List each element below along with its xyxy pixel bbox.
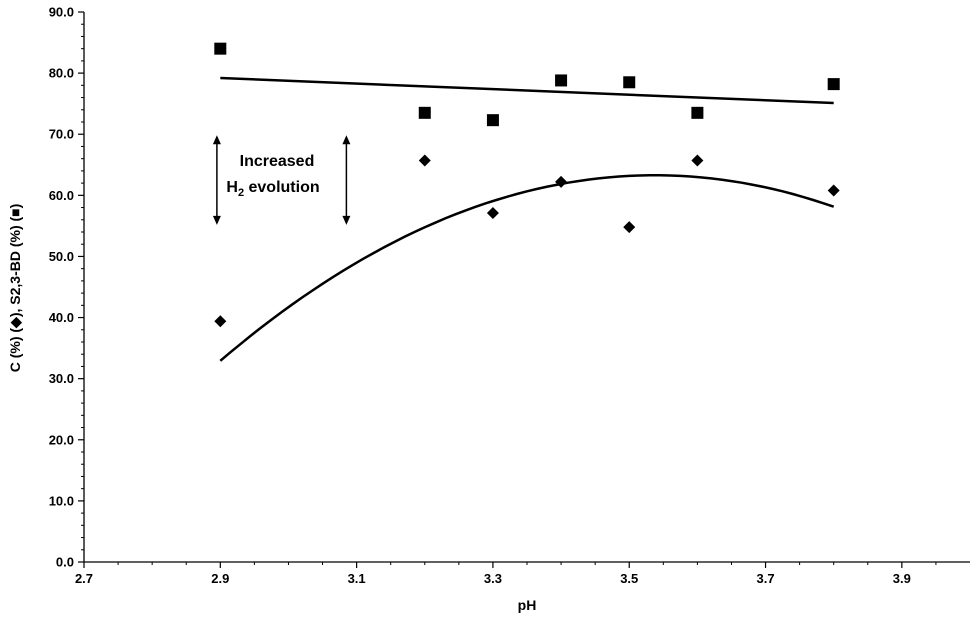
diamond-marker [214,315,227,328]
square-marker [418,106,431,119]
diamond-marker [486,207,499,220]
y-tick-label: 0.0 [56,555,74,570]
square-marker [827,78,840,91]
diamond-marker [827,184,840,197]
square-marker [486,114,499,127]
x-tick-label: 3.7 [756,571,774,586]
square-marker [214,42,227,55]
diamond-marker [418,154,431,167]
square-marker [691,106,704,119]
y-tick-label: 40.0 [49,310,74,325]
square-marker [555,74,568,87]
data-markers [214,42,840,328]
annotation-h: H [226,179,238,196]
square-marker [623,76,636,89]
x-axis-title: pH [518,597,537,613]
y-tick-label: 80.0 [49,66,74,81]
annotation-evolution: evolution [244,179,320,196]
annotation-line-1: Increased [240,153,315,170]
y-tick-label: 50.0 [49,249,74,264]
y-tick-label: 90.0 [49,5,74,20]
x-tick-label: 3.1 [348,571,366,586]
trendlines [219,76,835,362]
arrow-head-up [342,135,351,145]
x-tick-label: 3.9 [893,571,911,586]
diamond-marker [691,154,704,167]
y-tick-label: 70.0 [49,127,74,142]
annotation: Increased H2 evolution [212,135,351,225]
x-tick-label: 2.9 [211,571,229,586]
x-tick-label: 2.7 [75,571,93,586]
diamond-marker [623,221,636,234]
annotation-subscript: 2 [238,187,244,199]
trendline-linear [220,76,834,105]
arrow-head-up [212,135,221,145]
x-tick-label: 3.3 [484,571,502,586]
arrow-head-down [342,215,351,225]
diamond-marker [555,175,568,188]
trendline-quadratic [219,174,835,362]
annotation-line-2: H2 evolution [226,179,319,199]
axes: 0.0 10.0 20.0 30.0 40.0 50.0 60.0 70.0 80.0 90.0 2… [49,5,970,586]
y-tick-label: 10.0 [49,493,74,508]
y-tick-label: 20.0 [49,432,74,447]
y-tick-label: 60.0 [49,188,74,203]
y-tick-label: 30.0 [49,371,74,386]
arrow-head-down [212,215,221,225]
x-tick-label: 3.5 [620,571,638,586]
y-axis-title: C (%) (◆), S2,3-BD (%) (■) [7,204,23,373]
